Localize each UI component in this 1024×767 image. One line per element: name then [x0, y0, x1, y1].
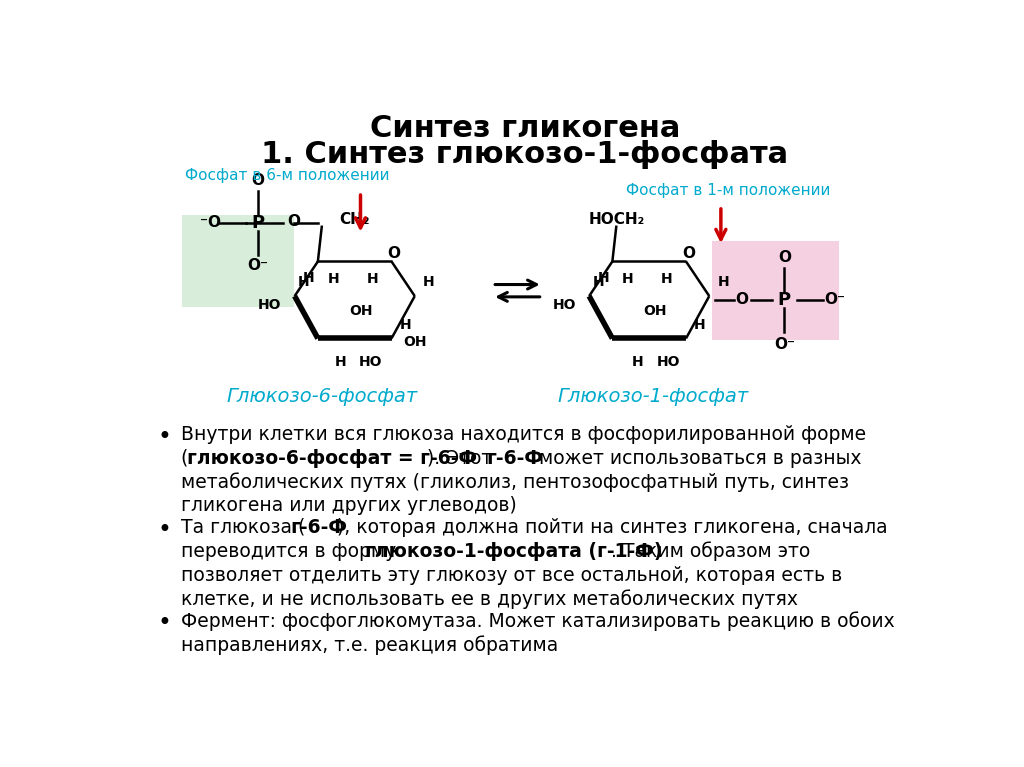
Text: OH: OH	[349, 304, 373, 318]
Text: г-6-Ф: г-6-Ф	[486, 449, 544, 468]
Text: H: H	[597, 272, 609, 285]
Text: переводится в форму: переводится в форму	[180, 542, 402, 561]
Text: Фермент: фосфоглюкомутаза. Может катализировать реакцию в обоих: Фермент: фосфоглюкомутаза. Может катализ…	[180, 611, 894, 630]
Text: H: H	[622, 272, 634, 286]
Text: •: •	[158, 425, 171, 449]
Text: Синтез гликогена: Синтез гликогена	[370, 114, 680, 143]
Text: •: •	[158, 518, 171, 542]
Text: H: H	[423, 275, 434, 289]
Text: . Таким образом это: . Таким образом это	[611, 542, 810, 561]
Text: O: O	[778, 250, 791, 265]
Text: •: •	[158, 611, 171, 635]
Text: Фосфат в 6-м положении: Фосфат в 6-м положении	[184, 168, 389, 183]
Text: HO: HO	[358, 354, 382, 368]
Text: Глюкозо-1-фосфат: Глюкозо-1-фосфат	[558, 387, 750, 406]
Text: глюкозо-6-фосфат = г-6-Ф: глюкозо-6-фосфат = г-6-Ф	[187, 449, 477, 468]
Text: позволяет отделить эту глюкозу от все остальной, которая есть в: позволяет отделить эту глюкозу от все ос…	[180, 565, 842, 584]
Text: O⁻: O⁻	[824, 292, 845, 308]
Text: O: O	[252, 173, 264, 188]
Text: H: H	[335, 354, 346, 368]
Text: ), которая должна пойти на синтез гликогена, сначала: ), которая должна пойти на синтез гликог…	[337, 518, 888, 537]
Text: HO: HO	[656, 354, 680, 368]
Text: клетке, и не использовать ее в других метаболических путях: клетке, и не использовать ее в других ме…	[180, 590, 798, 609]
Text: 1. Синтез глюкозо-1-фосфата: 1. Синтез глюкозо-1-фосфата	[261, 140, 788, 169]
Text: CH₂: CH₂	[339, 212, 370, 226]
FancyBboxPatch shape	[182, 216, 294, 307]
Text: P: P	[252, 214, 265, 232]
Text: глюкозо-1-фосфата (г-1-Ф): глюкозо-1-фосфата (г-1-Ф)	[366, 542, 663, 561]
Text: H: H	[694, 318, 706, 331]
Text: H: H	[303, 272, 314, 285]
Text: ⁻O: ⁻O	[200, 216, 220, 230]
Text: H: H	[660, 272, 673, 286]
Text: HO: HO	[258, 298, 282, 312]
Text: OH: OH	[403, 335, 427, 349]
Text: O⁻: O⁻	[774, 337, 795, 352]
Text: H: H	[718, 275, 729, 289]
Text: H: H	[367, 272, 378, 286]
Text: O: O	[735, 292, 749, 308]
Text: H: H	[593, 275, 604, 289]
Text: Та глюкоза (: Та глюкоза (	[180, 518, 305, 537]
Text: направлениях, т.е. реакция обратима: направлениях, т.е. реакция обратима	[180, 635, 558, 654]
Text: H: H	[632, 354, 643, 368]
Text: H: H	[399, 318, 412, 331]
Text: O: O	[288, 214, 300, 229]
Text: ). Этот: ). Этот	[427, 449, 499, 468]
Text: O: O	[682, 246, 695, 262]
Text: HO: HO	[553, 298, 577, 312]
Text: (: (	[180, 449, 188, 468]
Text: OH: OH	[643, 304, 667, 318]
Text: O⁻: O⁻	[248, 258, 268, 273]
Text: гликогена или других углеводов): гликогена или других углеводов)	[180, 496, 516, 515]
FancyBboxPatch shape	[713, 241, 840, 340]
Text: H: H	[328, 272, 339, 286]
Text: P: P	[778, 291, 791, 309]
Text: HOCH₂: HOCH₂	[589, 212, 645, 226]
Text: H: H	[298, 275, 309, 289]
Text: Фосфат в 1-м положении: Фосфат в 1-м положении	[627, 183, 830, 198]
Text: Глюкозо-6-фосфат: Глюкозо-6-фосфат	[226, 387, 418, 406]
Text: O: O	[387, 246, 400, 262]
Text: может использоваться в разных: может использоваться в разных	[534, 449, 862, 468]
Text: Внутри клетки вся глюкоза находится в фосфорилированной форме: Внутри клетки вся глюкоза находится в фо…	[180, 425, 866, 443]
Text: г-6-Ф: г-6-Ф	[291, 518, 348, 537]
Text: метаболических путях (гликолиз, пентозофосфатный путь, синтез: метаболических путях (гликолиз, пентозоф…	[180, 472, 849, 492]
